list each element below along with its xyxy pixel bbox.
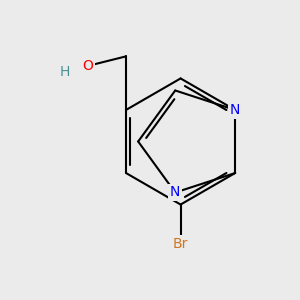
Text: H: H xyxy=(60,65,70,79)
Text: N: N xyxy=(230,103,240,117)
Text: O: O xyxy=(82,59,94,73)
Text: Br: Br xyxy=(173,237,188,250)
Text: N: N xyxy=(170,185,180,200)
